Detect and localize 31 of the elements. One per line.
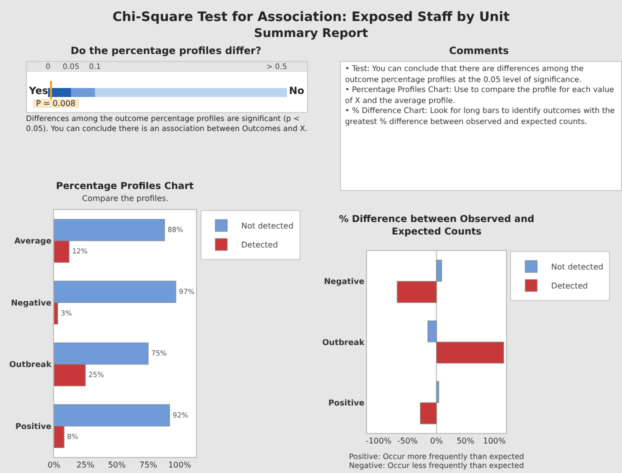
y-tick-label: Negative (324, 277, 365, 286)
text: Yes (29, 86, 48, 97)
x-tick-label: 0% (48, 460, 61, 470)
x-tick-label: 50% (456, 436, 475, 446)
legend-label: Not detected (241, 222, 294, 231)
legend-label: Detected (551, 282, 588, 291)
x-tick-label: 100% (168, 460, 192, 470)
text: No (289, 86, 304, 97)
y-tick-label: Outbreak (322, 338, 366, 347)
text: Do the percentage profiles differ? (70, 46, 262, 57)
text: Summary Report (252, 26, 370, 40)
text: Chi-Square Test for Association: Exposed Staff by Unit (111, 10, 511, 25)
x-tick-label: -100% (366, 436, 392, 446)
x-tick-label: 0% (430, 436, 444, 446)
y-tick-label: Average (14, 236, 52, 246)
y-tick-label: Positive (328, 398, 365, 408)
y-tick-label: Outbreak (9, 360, 52, 370)
x-tick-label: 25% (76, 460, 95, 470)
chart-title: Percentage Profiles Chart (56, 181, 194, 192)
x-tick-label: 50% (108, 460, 126, 470)
chart-title: % Difference between Observed and Expected Counts (339, 214, 534, 238)
chart-subtitle: Compare the profiles. (82, 194, 168, 203)
legend-label: Not detected (551, 262, 604, 272)
text: Comments (448, 46, 510, 57)
x-tick-label: -50% (397, 436, 418, 446)
text: P = 0.008 (33, 99, 79, 108)
y-tick-label: Negative (10, 298, 52, 308)
x-tick-label: 100% (482, 436, 506, 446)
legend-label: Detected (241, 240, 278, 250)
y-tick-label: Positive (15, 422, 52, 431)
x-tick-label: 75% (139, 460, 158, 470)
